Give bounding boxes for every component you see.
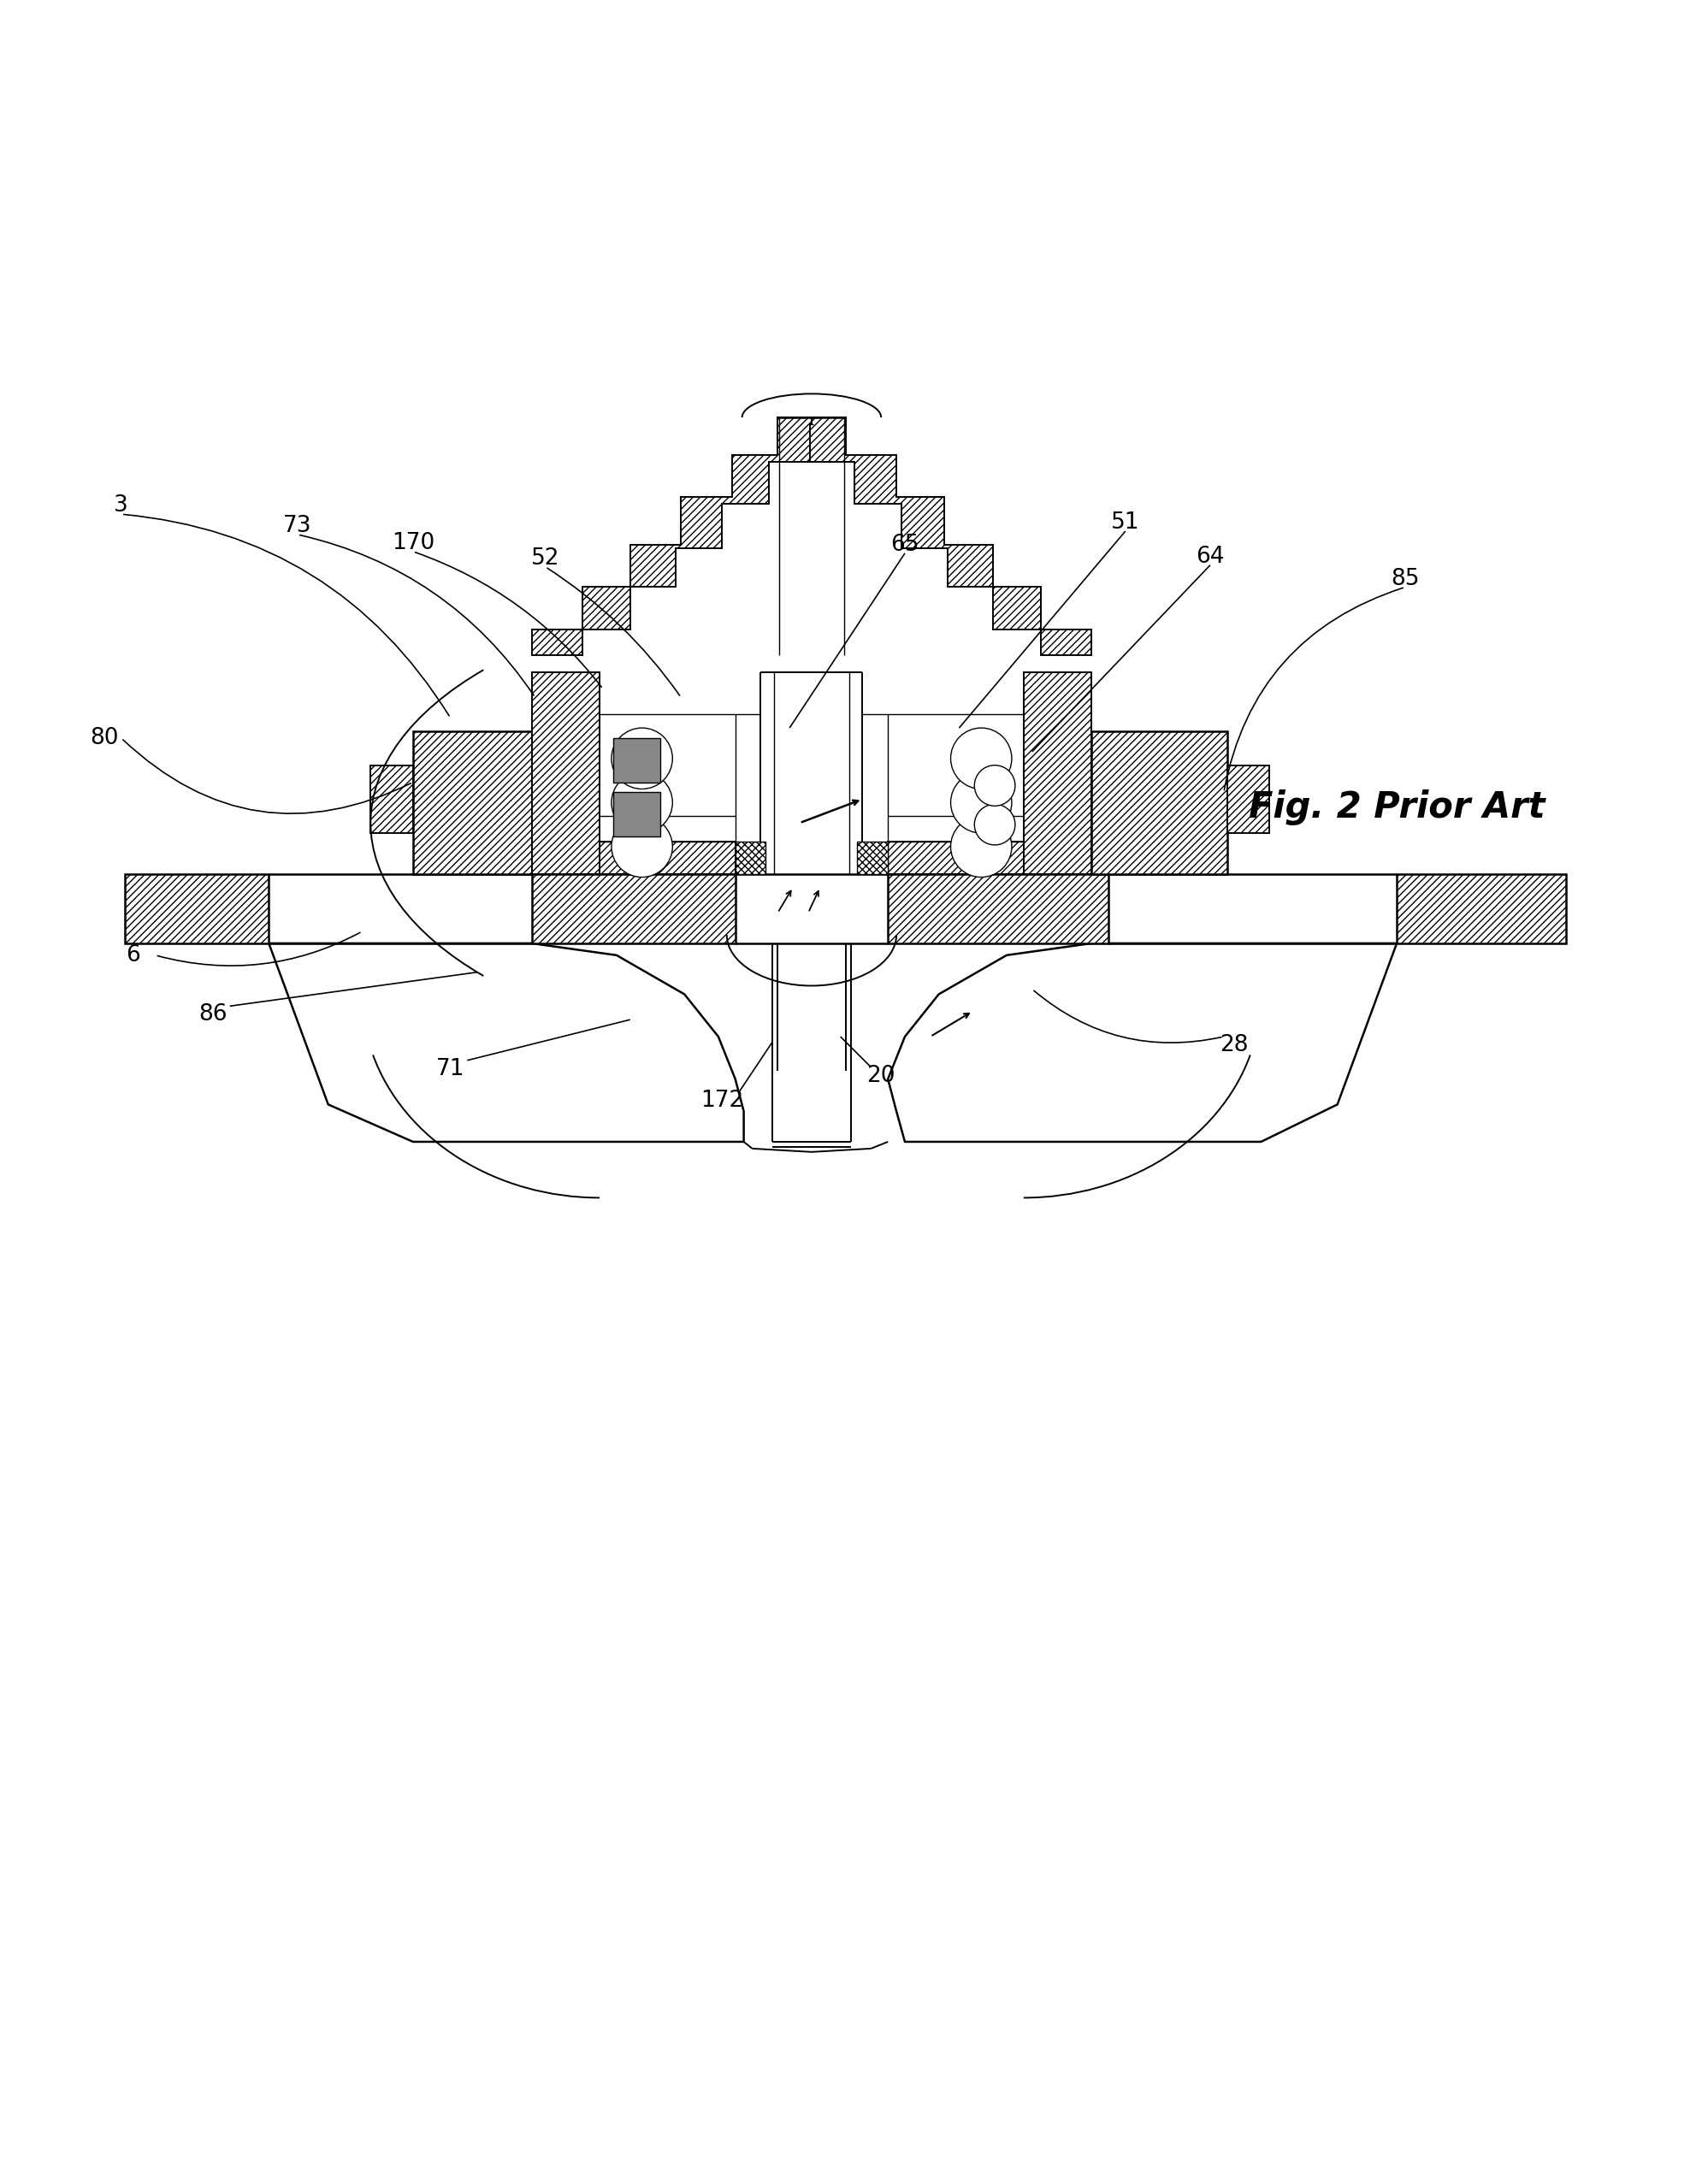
Text: 51: 51 [1110, 511, 1139, 533]
Polygon shape [531, 672, 600, 874]
Polygon shape [734, 842, 765, 874]
Text: 71: 71 [436, 1057, 465, 1081]
Polygon shape [531, 418, 813, 655]
Circle shape [611, 772, 673, 833]
Bar [613, 792, 661, 837]
Polygon shape [371, 766, 413, 833]
Circle shape [951, 772, 1011, 833]
Circle shape [975, 805, 1015, 844]
Circle shape [975, 766, 1015, 807]
Polygon shape [888, 842, 1023, 874]
Circle shape [951, 816, 1011, 877]
Polygon shape [1397, 874, 1566, 944]
Text: 170: 170 [391, 533, 434, 555]
Text: Fig. 2 Prior Art: Fig. 2 Prior Art [1249, 790, 1546, 826]
Polygon shape [810, 418, 1091, 655]
Polygon shape [1226, 766, 1269, 833]
Text: 6: 6 [126, 944, 140, 966]
Bar [613, 737, 661, 783]
Text: 65: 65 [890, 533, 919, 557]
Text: 73: 73 [284, 515, 313, 537]
Polygon shape [857, 842, 888, 874]
Polygon shape [125, 874, 268, 944]
Polygon shape [268, 944, 743, 1142]
Text: 85: 85 [1390, 568, 1419, 589]
Polygon shape [1023, 672, 1091, 874]
Polygon shape [531, 874, 734, 944]
Circle shape [611, 816, 673, 877]
Text: 20: 20 [868, 1064, 895, 1088]
Text: 64: 64 [1196, 546, 1225, 568]
Text: 52: 52 [531, 548, 560, 570]
Circle shape [611, 729, 673, 790]
Polygon shape [1091, 731, 1226, 874]
Text: 172: 172 [700, 1090, 743, 1111]
Polygon shape [600, 842, 734, 874]
Polygon shape [413, 731, 531, 874]
Text: 3: 3 [114, 494, 128, 518]
Text: 80: 80 [91, 726, 118, 748]
Text: 86: 86 [198, 1003, 227, 1027]
Circle shape [951, 729, 1011, 790]
Polygon shape [888, 874, 1108, 944]
Polygon shape [888, 944, 1397, 1142]
Text: 28: 28 [1220, 1033, 1249, 1057]
